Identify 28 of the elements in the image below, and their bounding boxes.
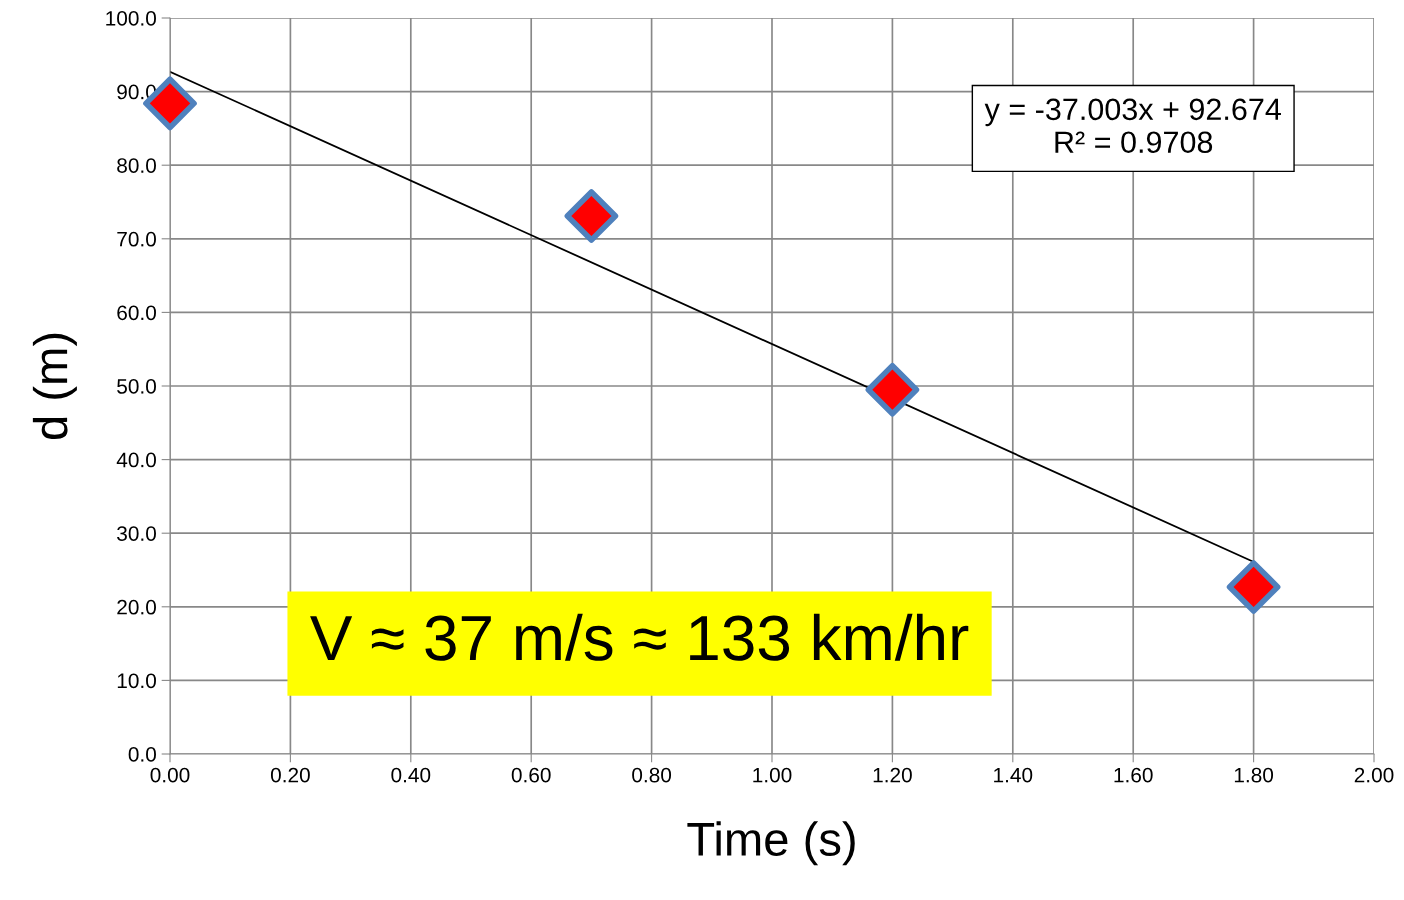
y-tick-label: 10.0 [117,673,156,689]
y-tick-label: 40.0 [116,452,156,468]
annotation: V ≈ 37 m/s ≈ 133 km/hr [310,613,969,661]
annotation: y = -37.003x + 92.674 R² = 0.9708 [984,98,1281,154]
y-tick-label: 70.0 [117,231,156,247]
x-tick-label: 0.20 [270,767,310,783]
x-tick-label: 1.00 [753,767,792,783]
y-tick-label: 100.0 [106,11,156,26]
y-tick-label: 30.0 [117,526,156,541]
x-axis-title: Time (s) [687,821,855,866]
x-tick-label: 1.80 [1234,767,1274,783]
y-tick-label: 0.0 [128,747,156,762]
y-tick-label: 20.0 [117,599,156,615]
y-tick-label: 80.0 [117,158,156,173]
point [1226,560,1281,614]
y-tick-label: 50.0 [117,379,156,394]
point [564,189,619,243]
x-tick-label: 0.60 [511,767,551,783]
x-tick-label: 1.20 [873,767,912,783]
x-tick-label: 1.60 [1114,767,1153,783]
x-tick-label: 0.40 [391,767,431,783]
x-tick-label: 0.00 [150,767,190,783]
point [865,362,920,417]
x-tick-label: 0.80 [632,767,672,783]
y-tick-label: 60.0 [117,305,156,321]
y-axis-title: d (m) [32,333,77,440]
x-tick-label: 1.40 [994,767,1033,783]
x-tick-label: 2.00 [1354,767,1394,783]
